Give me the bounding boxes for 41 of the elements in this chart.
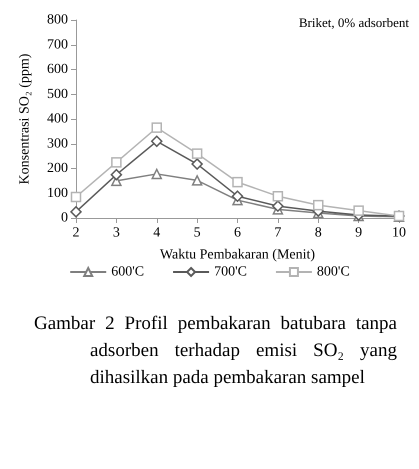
x-tick-label: 4 <box>153 226 160 240</box>
y-tick-label: 500 <box>47 86 68 102</box>
y-axis-title: Konsentrasi SO₂ (ppm) <box>18 53 32 184</box>
point <box>110 168 122 180</box>
point <box>152 122 162 133</box>
y-tick-label: 700 <box>47 37 68 52</box>
point <box>151 136 162 148</box>
y-tick-label: 200 <box>47 161 68 176</box>
point <box>192 175 202 186</box>
point <box>70 192 82 202</box>
x-tick-label: 7 <box>274 226 282 240</box>
point <box>232 190 244 202</box>
point <box>70 206 82 218</box>
x-tick-label: 6 <box>234 226 241 240</box>
legend-label: 800'C <box>316 264 350 280</box>
y-tick-label: 800 <box>47 12 68 28</box>
point <box>152 168 162 180</box>
x-tick-label: 10 <box>392 226 406 240</box>
point <box>191 158 203 170</box>
y-tick-label: 0 <box>61 210 68 226</box>
x-tick-label: 9 <box>355 226 362 240</box>
point <box>232 176 243 188</box>
x-axis-title: Waktu Pembakaran (Menit) <box>160 248 316 262</box>
y-tick-label: 400 <box>47 112 68 126</box>
annotation: Briket, 0% adsorbent <box>298 15 410 30</box>
point <box>272 190 284 202</box>
x-tick-label: 3 <box>112 226 120 240</box>
y-tick-label: 100 <box>47 186 68 201</box>
text: Gambar 2 Profil pembakaran batubara tanpa adsorben terhadap emisi SO₂ yang dihasilkan pada pembakaran sampel <box>34 312 397 390</box>
point <box>272 200 284 212</box>
x-tick-label: 5 <box>194 226 201 240</box>
y-tick-label: 600 <box>47 62 68 77</box>
x-tick-label: 8 <box>314 226 322 240</box>
y-tick-label: 300 <box>47 136 68 152</box>
legend-label: 700'C <box>214 264 247 280</box>
legend-label: 600'C <box>111 264 144 280</box>
x-tick-label: 2 <box>72 226 80 240</box>
point <box>313 200 324 210</box>
point <box>111 157 122 168</box>
point <box>353 205 364 216</box>
point <box>192 148 202 159</box>
